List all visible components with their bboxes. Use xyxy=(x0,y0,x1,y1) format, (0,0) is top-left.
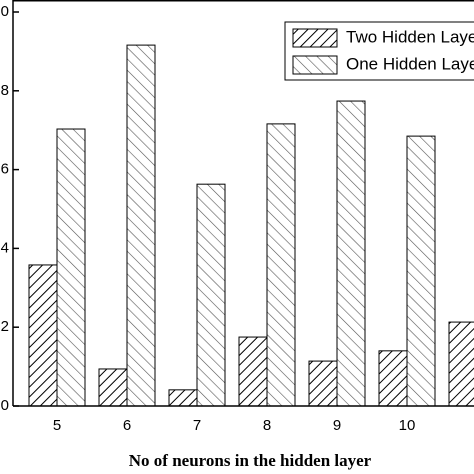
legend-label: Two Hidden Layers xyxy=(346,27,474,46)
y-tick-label: 0 xyxy=(1,397,9,414)
bar xyxy=(98,368,128,407)
bar xyxy=(126,44,156,407)
legend-swatch xyxy=(292,28,338,48)
x-tick-label: 6 xyxy=(123,417,131,434)
y-tick-label: 6 xyxy=(1,161,9,178)
x-axis-title: No of neurons in the hidden layer xyxy=(129,451,372,470)
bar xyxy=(168,389,198,407)
legend-swatch xyxy=(292,55,338,75)
y-tick-label: 8 xyxy=(1,82,9,99)
bar xyxy=(196,183,226,407)
bar xyxy=(378,350,408,407)
x-tick-label: 10 xyxy=(399,417,416,434)
y-tick-label: 10 xyxy=(0,3,9,20)
x-tick-label: 8 xyxy=(263,417,271,434)
x-tick-label: 5 xyxy=(53,417,61,434)
bar xyxy=(56,128,86,407)
y-tick-label: 4 xyxy=(1,239,9,256)
x-tick-label: 7 xyxy=(193,417,201,434)
x-tick-label: 9 xyxy=(333,417,341,434)
bar xyxy=(336,100,366,407)
bar xyxy=(28,264,58,407)
bar xyxy=(238,336,268,407)
legend-label: One Hidden Layer xyxy=(346,54,474,73)
y-tick-label: 2 xyxy=(1,318,9,335)
bar xyxy=(448,321,474,407)
bar xyxy=(308,360,338,407)
bar xyxy=(406,135,436,407)
bar xyxy=(266,123,296,407)
